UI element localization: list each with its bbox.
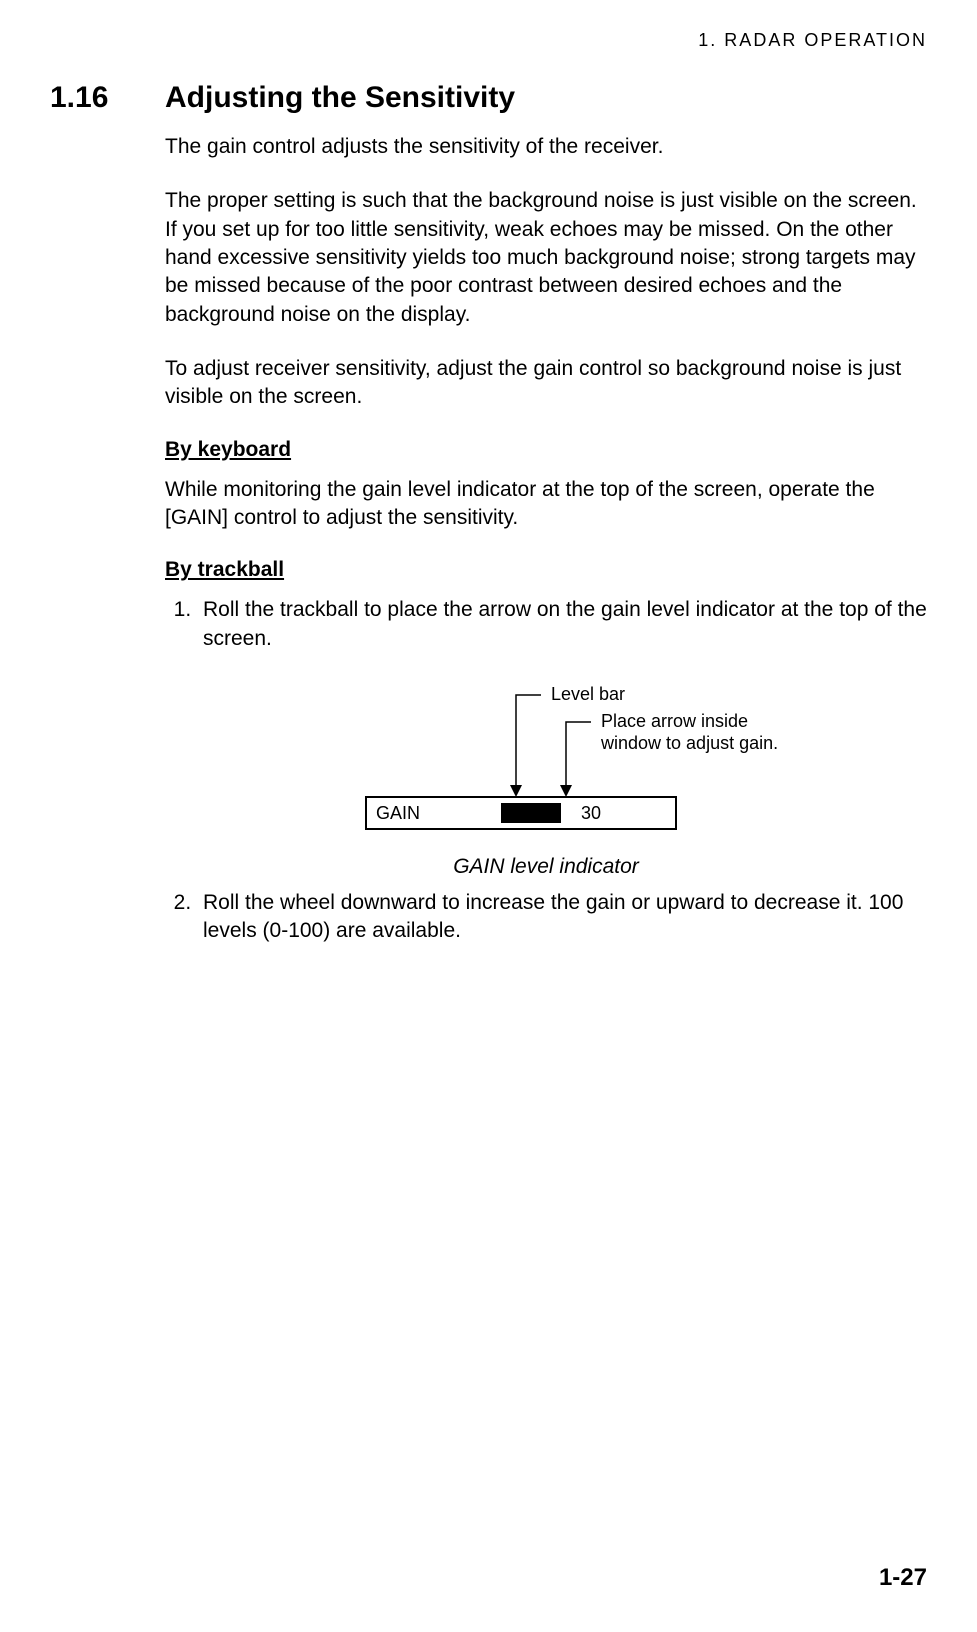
level-bar: [501, 803, 561, 823]
gain-value: 30: [581, 803, 601, 823]
steps-list: Roll the trackball to place the arrow on…: [165, 596, 927, 653]
paragraph: To adjust receiver sensitivity, adjust t…: [165, 355, 927, 412]
list-item: Roll the wheel downward to increase the …: [197, 889, 927, 946]
callout-label-placearrow-line2: window to adjust gain.: [600, 733, 778, 753]
running-head: 1. RADAR OPERATION: [50, 30, 927, 51]
arrowhead-icon: [510, 785, 522, 797]
section-number: 1.16: [50, 81, 165, 115]
callout-arrow-levelbar: [516, 695, 541, 785]
figure-gain-indicator: GAIN 30 Level bar Place arrow inside win…: [165, 667, 927, 847]
subheading-keyboard: By keyboard: [165, 438, 927, 462]
list-item: Roll the trackball to place the arrow on…: [197, 596, 927, 653]
paragraph: The gain control adjusts the sensitivity…: [165, 133, 927, 161]
paragraph: The proper setting is such that the back…: [165, 187, 927, 329]
page-number: 1-27: [879, 1564, 927, 1592]
subheading-trackball: By trackball: [165, 558, 927, 582]
callout-label-levelbar: Level bar: [551, 684, 625, 704]
callout-arrow-placearrow: [566, 722, 591, 785]
section-title: Adjusting the Sensitivity: [165, 81, 515, 115]
gain-box-label: GAIN: [376, 803, 420, 823]
page: 1. RADAR OPERATION 1.16 Adjusting the Se…: [0, 0, 977, 1632]
section-heading-row: 1.16 Adjusting the Sensitivity: [50, 81, 927, 115]
arrowhead-icon: [560, 785, 572, 797]
callout-label-placearrow-line1: Place arrow inside: [601, 711, 748, 731]
gain-indicator-svg: GAIN 30 Level bar Place arrow inside win…: [306, 667, 786, 847]
steps-list-continued: Roll the wheel downward to increase the …: [165, 889, 927, 946]
body-column: The gain control adjusts the sensitivity…: [165, 133, 927, 946]
paragraph: While monitoring the gain level indicato…: [165, 476, 927, 533]
figure-caption: GAIN level indicator: [165, 855, 927, 879]
